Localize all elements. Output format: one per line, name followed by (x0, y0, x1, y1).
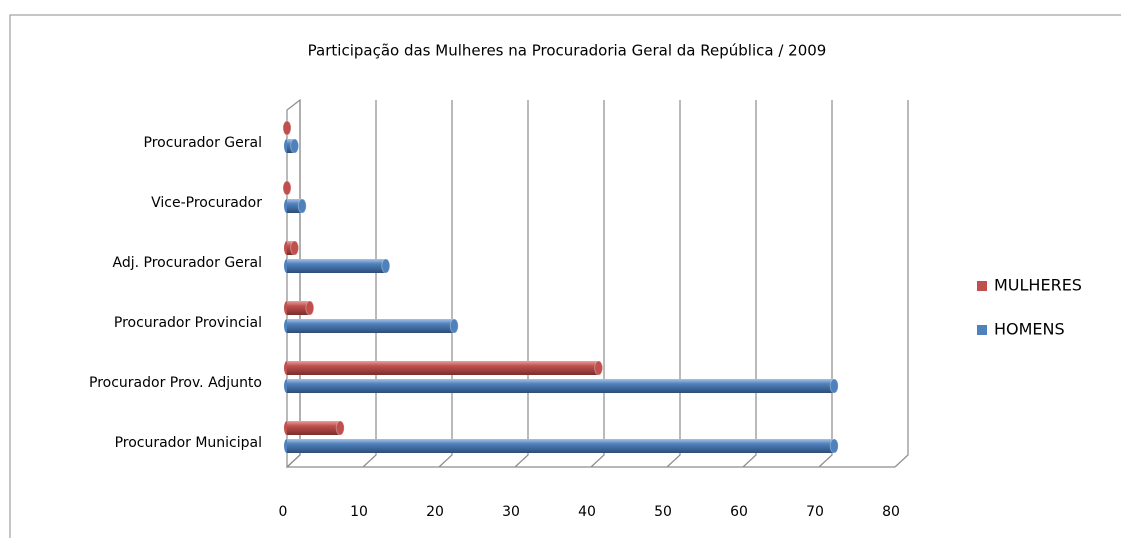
bar-body (287, 361, 599, 375)
legend-label: MULHERES (994, 276, 1082, 295)
x-tick-label: 70 (806, 504, 824, 520)
y-tick-label: Procurador Municipal (115, 435, 262, 451)
grid-line (818, 100, 833, 468)
bar-cap (305, 300, 315, 316)
grid-line (438, 100, 453, 468)
bar (284, 258, 391, 274)
x-tick-label: 10 (350, 504, 368, 520)
bar-cap (829, 438, 839, 454)
side-wall (286, 98, 301, 469)
x-tick-label: 30 (502, 504, 520, 520)
bar (282, 180, 292, 196)
bar-cap (282, 120, 292, 136)
chart-border (9, 14, 1121, 538)
y-tick-label: Vice-Procurador (151, 195, 262, 211)
grid-line (590, 100, 605, 468)
bar-body (287, 199, 303, 213)
bar-body (287, 319, 455, 333)
bar (284, 300, 315, 316)
bar (282, 120, 292, 136)
grid-line (666, 100, 681, 468)
x-tick-label: 0 (279, 504, 288, 520)
bar-cap (829, 378, 839, 394)
bar-cap (282, 180, 292, 196)
x-tick-label: 60 (730, 504, 748, 520)
bar (284, 198, 307, 214)
bar (284, 378, 839, 394)
bar-body (287, 421, 341, 435)
bar-body (287, 259, 386, 273)
bar (284, 318, 459, 334)
grid-line (362, 100, 377, 468)
bar-cap (335, 420, 345, 436)
bar-body (287, 301, 310, 315)
bar-cap (594, 360, 604, 376)
bar (284, 420, 345, 436)
x-tick-label: 20 (426, 504, 444, 520)
x-tick-label: 40 (578, 504, 596, 520)
bar-cap (290, 138, 300, 154)
grid-line (286, 100, 301, 468)
bar-cap (297, 198, 307, 214)
bar (284, 438, 839, 454)
y-tick-label: Procurador Geral (144, 135, 262, 151)
y-tick-label: Adj. Procurador Geral (113, 255, 262, 271)
bar-body (287, 439, 835, 453)
x-tick-label: 80 (882, 504, 900, 520)
y-tick-label: Procurador Provincial (114, 315, 262, 331)
bar (284, 240, 300, 256)
bar-body (287, 379, 835, 393)
bar-cap (381, 258, 391, 274)
x-tick-label: 50 (654, 504, 672, 520)
bar-cap (449, 318, 459, 334)
bar (284, 360, 604, 376)
bar-cap (290, 240, 300, 256)
grid-line (514, 100, 529, 468)
legend-swatch (977, 281, 987, 291)
chart-title: Participação das Mulheres na Procuradori… (308, 42, 827, 60)
grid-line (742, 100, 757, 468)
bar (284, 138, 300, 154)
legend-swatch (977, 325, 987, 335)
grid-line (894, 100, 909, 468)
y-tick-label: Procurador Prov. Adjunto (89, 375, 262, 391)
legend-label: HOMENS (994, 320, 1065, 339)
